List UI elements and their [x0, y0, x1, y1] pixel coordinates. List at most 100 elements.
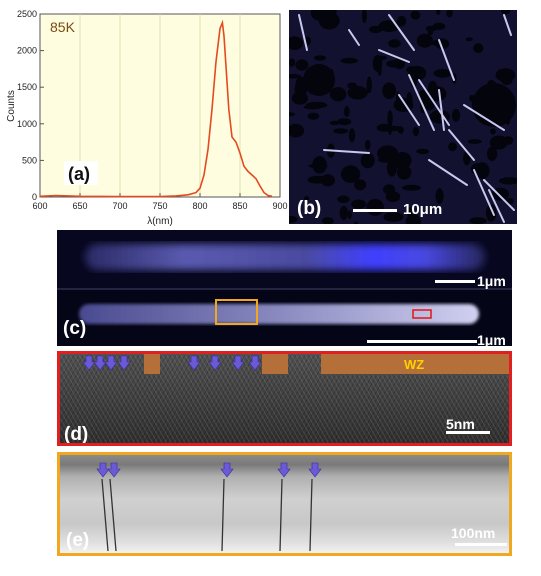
substrate-hole: [364, 139, 371, 150]
panel-b-label: (b): [297, 198, 322, 219]
substrate-hole: [289, 112, 296, 117]
substrate-hole: [416, 33, 433, 48]
series-line: [39, 19, 273, 198]
panel-b-micrograph: (b) 10μm: [289, 10, 517, 224]
wz-segment-1: [144, 354, 160, 374]
nanowire: [483, 179, 515, 211]
substrate-hole: [503, 136, 514, 145]
substrate-hole: [397, 164, 412, 180]
y-tick-label: 500: [22, 155, 37, 165]
substrate-hole: [386, 60, 404, 68]
nanowire: [398, 94, 420, 126]
substrate-hole: [416, 148, 430, 155]
nanowire-field: [289, 10, 517, 224]
substrate-hole: [337, 195, 350, 203]
panel-b-scale-text: 10μm: [403, 201, 443, 218]
substrate-hole: [366, 76, 372, 94]
substrate-hole: [307, 112, 320, 120]
substrate-hole: [329, 120, 340, 126]
panel-c-nanowire: 1μm (c) 1μm: [57, 230, 512, 346]
stacking-fault-line: [221, 478, 225, 552]
nanowire: [323, 149, 370, 154]
panel-d-label: (d): [64, 424, 89, 445]
red-selection-box: [412, 309, 432, 319]
substrate-hole: [500, 10, 511, 15]
substrate-hole: [347, 85, 368, 100]
stacking-fault-line: [101, 478, 109, 552]
substrate-hole: [393, 152, 412, 169]
y-tick-label: 1500: [17, 82, 37, 92]
substrate-hole: [489, 135, 508, 150]
wz-segment-3: [321, 354, 509, 374]
substrate-hole: [397, 15, 407, 27]
substrate-hole: [303, 104, 322, 110]
stacking-fault-arrow-icon: [187, 355, 201, 371]
substrate-hole: [295, 59, 309, 71]
wz-phase-label: WZ: [404, 357, 425, 372]
substrate-hole: [465, 37, 473, 42]
orange-selection-box: [215, 299, 258, 325]
wz-segment-2: [262, 354, 288, 374]
substrate-hole: [382, 82, 397, 99]
substrate-hole: [303, 64, 335, 96]
panel-a-label-bg: [64, 161, 98, 185]
substrate-hole: [433, 68, 452, 78]
substrate-hole: [377, 157, 396, 163]
substrate-hole: [321, 217, 334, 224]
substrate-hole: [333, 128, 349, 134]
substrate-hole: [410, 10, 421, 20]
substrate-hole: [469, 217, 487, 224]
substrate-hole: [313, 55, 327, 61]
substrate-hole: [361, 10, 367, 24]
stacking-fault-arrow-icon: [104, 355, 118, 371]
y-tick-label: 2000: [17, 46, 37, 56]
panel-c-label: (c): [63, 318, 87, 339]
stacking-fault-arrow-icon: [96, 462, 110, 478]
x-tick-label: 850: [232, 201, 247, 211]
substrate-hole: [347, 210, 352, 220]
substrate-hole: [485, 204, 497, 222]
panel-c-top-scale-bar: [435, 280, 475, 283]
substrate-hole: [495, 68, 516, 82]
substrate-hole: [382, 125, 404, 132]
substrate-hole: [369, 25, 383, 34]
stacking-fault-arrow-icon: [107, 462, 121, 478]
substrate-hole: [354, 179, 367, 191]
tem-features: [96, 462, 322, 552]
stacking-fault-line: [279, 478, 283, 552]
substrate-hole: [383, 212, 404, 222]
stacking-fault-arrow-icon: [248, 355, 262, 371]
panel-e-tem: (e) 100nm: [57, 452, 512, 556]
nanowire: [388, 14, 415, 51]
stacking-fault-arrow-icon: [231, 355, 245, 371]
panel-a-label: (a): [68, 164, 90, 184]
substrate-hole: [366, 198, 384, 216]
substrate-hole: [289, 215, 298, 224]
substrate-hole: [303, 196, 310, 201]
x-tick-label: 700: [112, 201, 127, 211]
substrate-hole: [289, 36, 303, 50]
substrate-hole: [329, 87, 347, 102]
substrate-hole: [351, 199, 366, 209]
substrate-hole: [451, 108, 461, 122]
stacking-fault-arrows: [82, 355, 262, 371]
stacking-fault-line: [309, 478, 313, 552]
substrate-hole: [473, 43, 484, 54]
nanowire: [463, 104, 505, 131]
y-tick-label: 1000: [17, 119, 37, 129]
substrate-hole: [348, 128, 356, 143]
x-tick-label: 900: [272, 201, 287, 211]
nanowire: [378, 49, 410, 63]
nanowire: [408, 74, 435, 131]
panel-c-top-scale-text: 1μm: [477, 273, 506, 289]
y-tick-label: 2500: [17, 9, 37, 19]
substrate-hole: [377, 145, 399, 162]
axis-ticks: 600 650 700 750 800 850 900 0 500 1000 1500 2000 250…: [17, 9, 288, 211]
substrate-hole: [320, 174, 335, 187]
nanowire: [473, 169, 495, 216]
nanowire: [348, 29, 360, 46]
substrate-hole: [289, 123, 305, 138]
nanowire: [298, 14, 308, 51]
substrate-hole: [472, 83, 516, 127]
substrate-hole: [436, 10, 441, 15]
